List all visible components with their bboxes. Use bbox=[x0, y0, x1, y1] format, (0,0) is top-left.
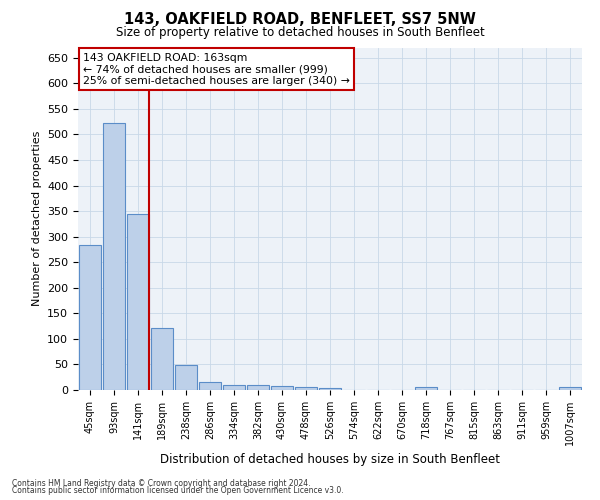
Bar bbox=[559, 388, 581, 390]
Bar bbox=[295, 388, 317, 390]
Bar bbox=[223, 385, 245, 390]
Bar bbox=[319, 388, 341, 390]
Bar bbox=[247, 385, 269, 390]
Text: 143 OAKFIELD ROAD: 163sqm
← 74% of detached houses are smaller (999)
25% of semi: 143 OAKFIELD ROAD: 163sqm ← 74% of detac… bbox=[83, 52, 350, 86]
Bar bbox=[199, 382, 221, 390]
Bar bbox=[271, 386, 293, 390]
Text: Contains public sector information licensed under the Open Government Licence v3: Contains public sector information licen… bbox=[12, 486, 344, 495]
Bar bbox=[79, 246, 101, 390]
X-axis label: Distribution of detached houses by size in South Benfleet: Distribution of detached houses by size … bbox=[160, 454, 500, 466]
Text: Contains HM Land Registry data © Crown copyright and database right 2024.: Contains HM Land Registry data © Crown c… bbox=[12, 478, 311, 488]
Bar bbox=[151, 328, 173, 390]
Bar bbox=[175, 366, 197, 390]
Bar bbox=[127, 214, 149, 390]
Bar bbox=[103, 123, 125, 390]
Text: 143, OAKFIELD ROAD, BENFLEET, SS7 5NW: 143, OAKFIELD ROAD, BENFLEET, SS7 5NW bbox=[124, 12, 476, 28]
Y-axis label: Number of detached properties: Number of detached properties bbox=[32, 131, 41, 306]
Bar bbox=[415, 388, 437, 390]
Text: Size of property relative to detached houses in South Benfleet: Size of property relative to detached ho… bbox=[116, 26, 484, 39]
